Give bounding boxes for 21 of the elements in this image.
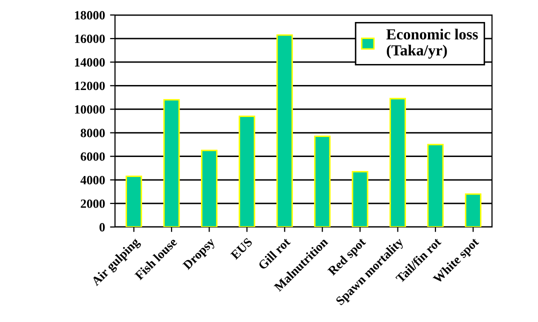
- bar: [352, 170, 368, 227]
- y-tick-label: 4000: [80, 176, 105, 184]
- y-tick-label: 14000: [75, 58, 105, 67]
- bar: [126, 176, 142, 227]
- bar: [390, 98, 406, 227]
- bar: [276, 34, 293, 227]
- y-tick-label: 8000: [80, 128, 105, 138]
- bar: [427, 144, 444, 227]
- bar: [314, 136, 331, 227]
- y-tick-label: 12000: [75, 82, 105, 90]
- y-tick-label: 10000: [75, 105, 105, 114]
- legend-label: Economic loss (Taka/yr): [386, 28, 478, 59]
- y-tick-label: 18000: [75, 11, 105, 20]
- y-tick-label: 2000: [80, 199, 105, 208]
- bar: [464, 193, 482, 227]
- y-tick-label: 0: [100, 223, 105, 232]
- bar: [163, 99, 180, 227]
- bar: [201, 150, 218, 227]
- bar: [238, 116, 256, 227]
- y-tick-label: 6000: [80, 152, 105, 161]
- y-tick-label: 16000: [75, 34, 105, 44]
